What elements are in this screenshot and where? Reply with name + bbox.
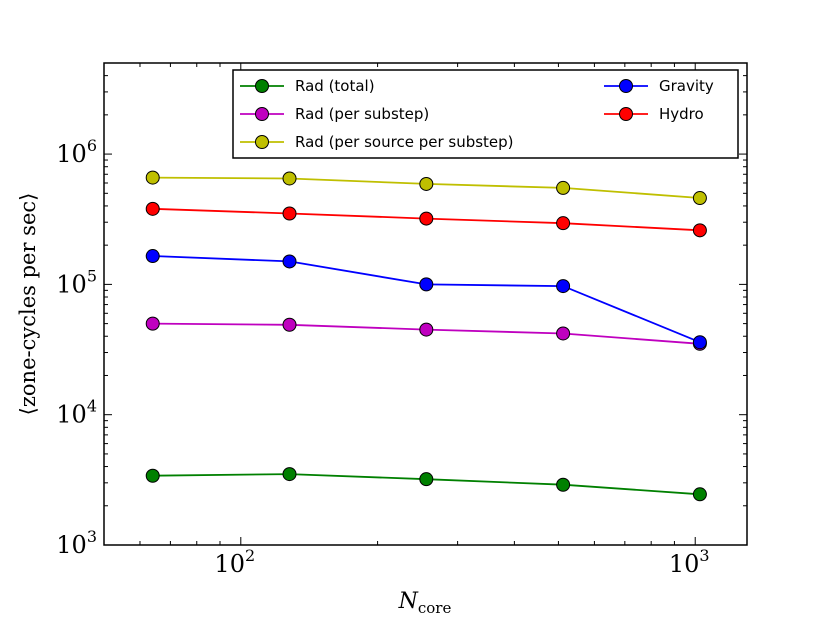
legend-item: Rad (total) bbox=[240, 77, 375, 95]
legend-label: Rad (per substep) bbox=[295, 105, 429, 123]
y-tick-label: 105 bbox=[56, 266, 97, 298]
data-point bbox=[282, 317, 297, 332]
legend-label: Hydro bbox=[659, 105, 704, 123]
legend-item: Hydro bbox=[604, 105, 704, 123]
data-point bbox=[282, 206, 297, 221]
y-tick-label: 103 bbox=[56, 527, 97, 559]
x-axis-label-sub: core bbox=[418, 599, 452, 617]
data-point bbox=[145, 316, 160, 331]
x-tick-label: 103 bbox=[669, 546, 710, 578]
y-tick-label: 106 bbox=[56, 136, 97, 168]
data-point bbox=[145, 201, 160, 216]
legend-item: Gravity bbox=[604, 77, 714, 95]
legend-marker bbox=[619, 107, 633, 121]
series bbox=[145, 201, 707, 238]
data-point bbox=[556, 326, 571, 341]
y-tick-label: 104 bbox=[56, 397, 97, 429]
series bbox=[145, 316, 707, 351]
data-point bbox=[556, 216, 571, 231]
data-point bbox=[556, 477, 571, 492]
legend-marker bbox=[255, 135, 269, 149]
series-group bbox=[145, 170, 707, 502]
data-point bbox=[145, 249, 160, 264]
x-axis-label: Ncore bbox=[398, 589, 452, 617]
data-point bbox=[692, 335, 707, 350]
legend-item: Rad (per substep) bbox=[240, 105, 429, 123]
data-point bbox=[282, 467, 297, 482]
tick-labels: 102 103 103 104 105 106 bbox=[56, 136, 709, 578]
data-point bbox=[419, 472, 434, 487]
data-point bbox=[419, 176, 434, 191]
legend-item: Rad (per source per substep) bbox=[240, 133, 514, 151]
data-point bbox=[692, 191, 707, 206]
data-point bbox=[282, 254, 297, 269]
legend: Rad (total) Rad (per substep) Rad (per sou… bbox=[232, 69, 739, 159]
data-point bbox=[282, 171, 297, 186]
data-point bbox=[692, 487, 707, 502]
data-point bbox=[145, 170, 160, 185]
data-point bbox=[419, 322, 434, 337]
legend-label: Rad (total) bbox=[295, 77, 375, 95]
legend-marker bbox=[619, 79, 633, 93]
plot-frame bbox=[103, 62, 748, 546]
series bbox=[145, 467, 707, 502]
data-point bbox=[145, 468, 160, 483]
legend-box bbox=[232, 69, 739, 159]
legend-label: Gravity bbox=[659, 77, 714, 95]
data-point bbox=[556, 279, 571, 294]
data-point bbox=[692, 223, 707, 238]
data-point bbox=[419, 211, 434, 226]
legend-marker bbox=[255, 107, 269, 121]
data-point bbox=[419, 277, 434, 292]
legend-marker bbox=[255, 79, 269, 93]
data-point bbox=[556, 180, 571, 195]
series bbox=[145, 249, 707, 350]
x-tick-label: 102 bbox=[214, 546, 255, 578]
series bbox=[145, 170, 707, 206]
y-axis-label: ⟨zone-cycles per sec⟩ bbox=[16, 193, 40, 416]
legend-label: Rad (per source per substep) bbox=[295, 133, 514, 151]
